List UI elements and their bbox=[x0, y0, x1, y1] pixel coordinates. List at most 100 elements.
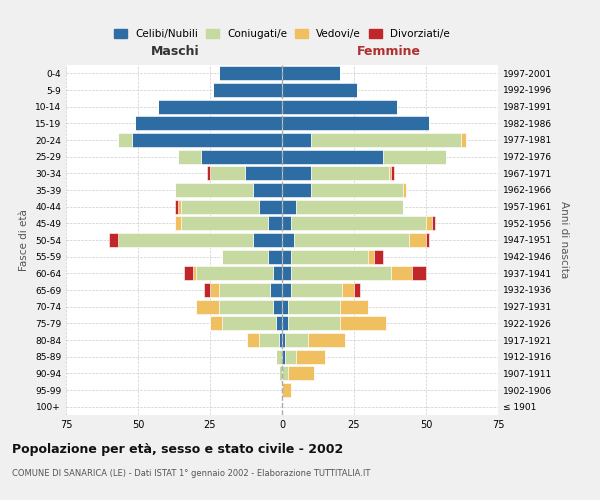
Bar bbox=[282, 166, 311, 180]
Bar bbox=[259, 333, 279, 347]
Bar bbox=[271, 283, 282, 297]
Bar bbox=[282, 133, 311, 147]
Bar bbox=[288, 366, 314, 380]
Bar bbox=[259, 200, 282, 214]
Bar bbox=[290, 266, 391, 280]
Bar bbox=[389, 166, 391, 180]
Bar bbox=[282, 233, 293, 247]
Bar bbox=[391, 166, 394, 180]
Text: Popolazione per età, sesso e stato civile - 2002: Popolazione per età, sesso e stato civil… bbox=[12, 442, 343, 456]
Bar bbox=[383, 150, 446, 164]
Bar bbox=[274, 300, 282, 314]
Bar bbox=[184, 266, 193, 280]
Bar bbox=[285, 333, 308, 347]
Y-axis label: Fasce di età: Fasce di età bbox=[19, 209, 29, 271]
Bar bbox=[290, 250, 368, 264]
Bar bbox=[178, 150, 202, 164]
Bar bbox=[245, 166, 282, 180]
Bar bbox=[158, 100, 282, 114]
Bar bbox=[213, 83, 282, 97]
Bar bbox=[282, 183, 311, 197]
Bar bbox=[210, 166, 245, 180]
Bar bbox=[268, 216, 282, 230]
Bar bbox=[354, 283, 360, 297]
Bar bbox=[282, 350, 285, 364]
Bar bbox=[282, 333, 285, 347]
Bar bbox=[374, 250, 383, 264]
Text: COMUNE DI SANARICA (LE) - Dati ISTAT 1° gennaio 2002 - Elaborazione TUTTITALIA.I: COMUNE DI SANARICA (LE) - Dati ISTAT 1° … bbox=[12, 468, 370, 477]
Bar bbox=[311, 183, 403, 197]
Bar bbox=[253, 183, 282, 197]
Bar bbox=[368, 250, 374, 264]
Bar bbox=[285, 350, 296, 364]
Bar bbox=[221, 316, 276, 330]
Bar bbox=[288, 300, 340, 314]
Bar bbox=[282, 200, 296, 214]
Bar bbox=[282, 283, 290, 297]
Y-axis label: Anni di nascita: Anni di nascita bbox=[559, 202, 569, 278]
Bar bbox=[175, 216, 181, 230]
Bar bbox=[343, 283, 354, 297]
Bar bbox=[282, 300, 288, 314]
Bar bbox=[175, 183, 253, 197]
Bar bbox=[290, 216, 426, 230]
Bar bbox=[196, 266, 274, 280]
Bar bbox=[311, 166, 389, 180]
Bar bbox=[412, 266, 426, 280]
Bar bbox=[308, 333, 346, 347]
Bar bbox=[426, 233, 429, 247]
Legend: Celibi/Nubili, Coniugati/e, Vedovi/e, Divorziati/e: Celibi/Nubili, Coniugati/e, Vedovi/e, Di… bbox=[110, 24, 454, 44]
Bar bbox=[218, 66, 282, 80]
Bar bbox=[296, 200, 403, 214]
Bar bbox=[218, 283, 271, 297]
Bar bbox=[132, 133, 282, 147]
Bar bbox=[268, 250, 282, 264]
Bar bbox=[210, 316, 221, 330]
Bar bbox=[118, 233, 253, 247]
Bar bbox=[202, 150, 282, 164]
Bar bbox=[193, 266, 196, 280]
Bar bbox=[282, 83, 357, 97]
Bar bbox=[135, 116, 282, 130]
Bar bbox=[426, 216, 432, 230]
Bar bbox=[282, 366, 288, 380]
Bar bbox=[276, 350, 282, 364]
Bar bbox=[282, 150, 383, 164]
Bar bbox=[210, 283, 218, 297]
Bar bbox=[282, 66, 340, 80]
Bar bbox=[181, 216, 268, 230]
Bar bbox=[296, 350, 325, 364]
Bar bbox=[282, 116, 429, 130]
Bar bbox=[432, 216, 434, 230]
Bar bbox=[204, 283, 210, 297]
Bar bbox=[282, 266, 290, 280]
Bar bbox=[253, 233, 282, 247]
Bar bbox=[288, 316, 340, 330]
Bar bbox=[282, 100, 397, 114]
Bar bbox=[282, 250, 290, 264]
Bar bbox=[279, 366, 282, 380]
Bar bbox=[461, 133, 466, 147]
Bar bbox=[178, 200, 181, 214]
Bar bbox=[340, 300, 368, 314]
Bar bbox=[340, 316, 386, 330]
Bar bbox=[196, 300, 218, 314]
Bar bbox=[311, 133, 461, 147]
Text: Femmine: Femmine bbox=[356, 45, 421, 58]
Bar bbox=[282, 383, 290, 397]
Bar bbox=[247, 333, 259, 347]
Bar bbox=[403, 183, 406, 197]
Bar bbox=[274, 266, 282, 280]
Bar bbox=[207, 166, 210, 180]
Bar bbox=[290, 283, 343, 297]
Bar bbox=[221, 250, 268, 264]
Bar bbox=[391, 266, 412, 280]
Bar bbox=[175, 200, 178, 214]
Bar bbox=[282, 316, 288, 330]
Bar bbox=[282, 216, 290, 230]
Bar bbox=[276, 316, 282, 330]
Bar bbox=[118, 133, 132, 147]
Bar bbox=[218, 300, 274, 314]
Bar bbox=[293, 233, 409, 247]
Bar bbox=[109, 233, 118, 247]
